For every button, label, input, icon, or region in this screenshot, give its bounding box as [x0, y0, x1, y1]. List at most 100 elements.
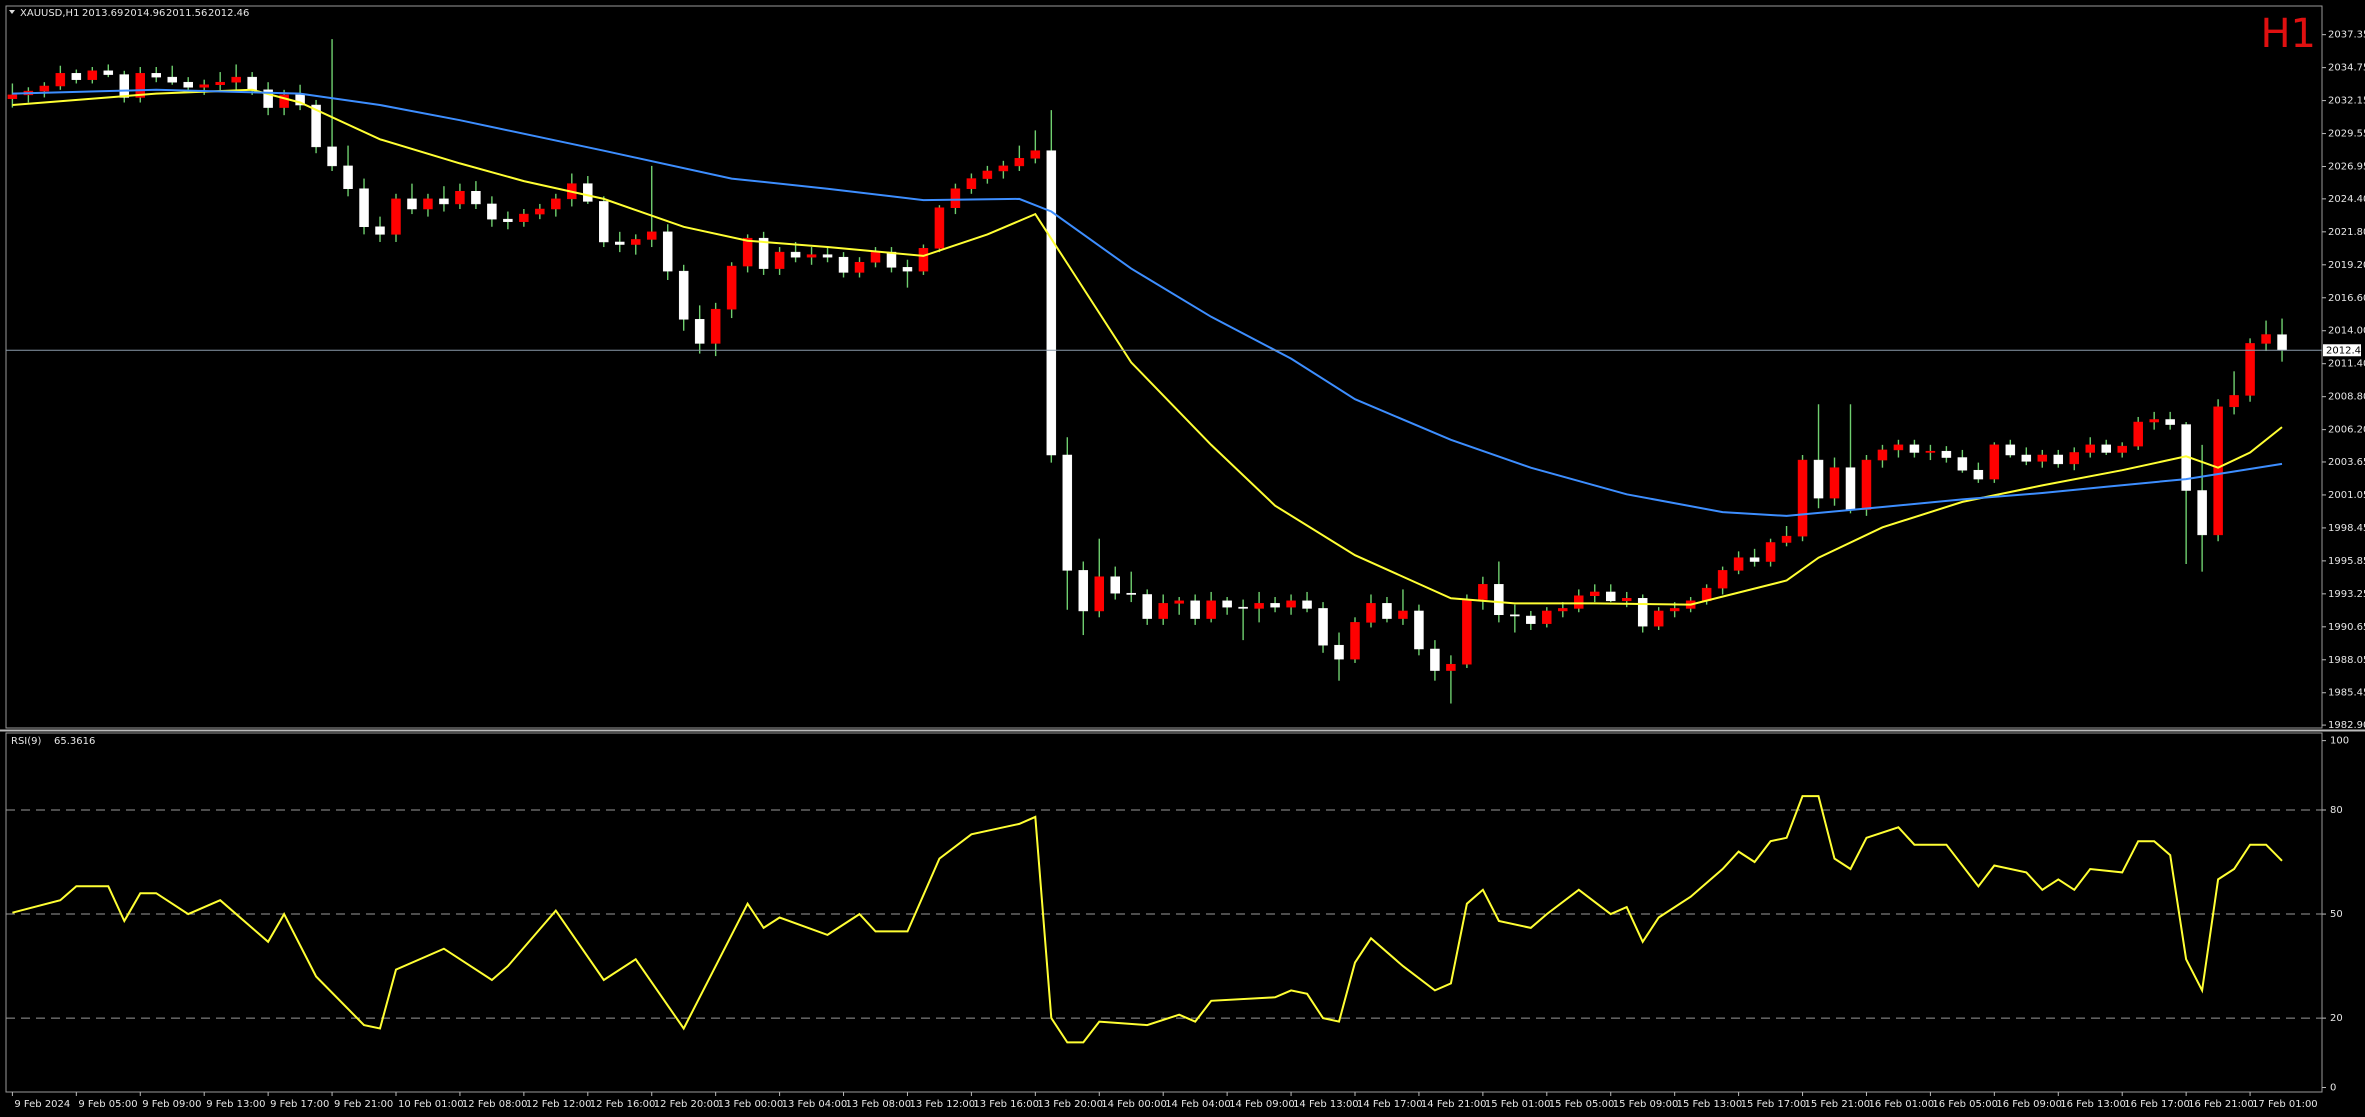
candle-body	[1126, 592, 1136, 595]
candle-body	[1158, 603, 1168, 619]
candle-body	[199, 84, 209, 88]
candle-body	[183, 81, 193, 88]
y-tick-label: 2014.00	[2328, 326, 2365, 337]
candle-body	[1877, 449, 1888, 461]
menu-arrow[interactable]	[9, 10, 15, 14]
x-tick-label: 13 Feb 20:00	[1037, 1099, 1103, 1110]
candle-body	[359, 188, 369, 228]
candle-body	[822, 254, 833, 258]
price-tag	[2323, 344, 2361, 357]
candle-body	[1014, 158, 1025, 167]
candle-body	[599, 201, 609, 243]
y-tick-label: 1985.45	[2328, 688, 2365, 699]
candle-body	[2101, 444, 2111, 453]
candle-body	[1270, 603, 1280, 608]
y-tick-label: 1993.25	[2328, 589, 2365, 600]
candle-body	[1574, 595, 1584, 609]
rsi-tick-label: 20	[2330, 1013, 2343, 1024]
candle-body	[1094, 576, 1105, 612]
x-tick-label: 15 Feb 05:00	[1549, 1099, 1615, 1110]
y-tick-label: 2034.75	[2328, 63, 2365, 74]
candle-body	[2069, 452, 2080, 465]
y-tick-label: 1982.90	[2328, 720, 2365, 731]
rsi-label: RSI(9)	[11, 736, 42, 747]
candle-body	[838, 256, 849, 273]
candle-body	[1206, 600, 1216, 619]
candle-body	[439, 198, 449, 205]
candle-body	[263, 89, 273, 108]
candle-body	[2117, 445, 2127, 453]
x-tick-label: 9 Feb 13:00	[206, 1099, 265, 1110]
candle-body	[774, 251, 785, 269]
candle-body	[790, 251, 801, 258]
candle-body	[854, 262, 865, 273]
high-value: 2014.96	[124, 8, 165, 19]
candle-body	[455, 191, 465, 205]
open-value: 2013.69	[82, 8, 123, 19]
x-tick-label: 16 Feb 01:00	[1868, 1099, 1934, 1110]
candle-body	[1669, 608, 1680, 612]
candle-body	[135, 73, 146, 98]
y-tick-label: 2003.65	[2328, 457, 2365, 468]
candle-body	[215, 81, 225, 85]
candle-body	[1590, 591, 1600, 596]
candle-body	[343, 165, 353, 189]
candle-body	[886, 251, 897, 268]
candle-body	[247, 76, 257, 91]
candle-body	[2261, 334, 2271, 344]
candle-body	[103, 70, 114, 75]
candle-body	[2213, 406, 2223, 536]
candle-body	[630, 239, 641, 245]
x-tick-label: 9 Feb 2024	[14, 1099, 70, 1110]
candle-body	[1765, 542, 1776, 562]
candle-body	[662, 231, 673, 272]
candle-body	[1542, 610, 1552, 624]
candle-body	[2229, 395, 2239, 408]
candle-body	[2037, 454, 2048, 462]
x-tick-label: 9 Feb 05:00	[78, 1099, 137, 1110]
candle-body	[1510, 614, 1520, 617]
y-tick-label: 1990.65	[2328, 622, 2365, 633]
candle-body	[646, 231, 657, 240]
x-tick-label: 14 Feb 00:00	[1101, 1099, 1167, 1110]
x-tick-label: 14 Feb 13:00	[1293, 1099, 1359, 1110]
candle-body	[2245, 343, 2255, 396]
y-tick-label: 2016.60	[2328, 293, 2365, 304]
candle-body	[423, 198, 433, 210]
y-tick-label: 2021.80	[2328, 227, 2365, 238]
candle-body	[2021, 454, 2032, 462]
candle-body	[1334, 644, 1344, 660]
x-tick-label: 14 Feb 04:00	[1165, 1099, 1231, 1110]
candle-body	[902, 267, 913, 272]
candle-body	[311, 104, 321, 148]
candle-body	[1030, 150, 1041, 159]
rsi-tick-label: 80	[2330, 805, 2343, 816]
candle-body	[2133, 421, 2143, 447]
candle-body	[2197, 490, 2207, 536]
candle-body	[1941, 450, 1952, 458]
candle-body	[1222, 600, 1232, 608]
candle-body	[1318, 608, 1328, 646]
x-tick-label: 15 Feb 17:00	[1741, 1099, 1807, 1110]
x-tick-label: 13 Feb 00:00	[718, 1099, 784, 1110]
candle-body	[279, 94, 289, 108]
y-tick-label: 2008.80	[2328, 392, 2365, 403]
y-tick-label: 1998.45	[2328, 523, 2365, 534]
candle-body	[2053, 454, 2064, 465]
candle-body	[1781, 535, 1792, 543]
candle-body	[726, 265, 737, 310]
candle-body	[1526, 615, 1536, 624]
candle-body	[998, 165, 1009, 172]
y-tick-label: 2019.20	[2328, 260, 2365, 271]
candle-body	[1174, 600, 1184, 604]
x-tick-label: 16 Feb 21:00	[2188, 1099, 2254, 1110]
x-tick-label: 14 Feb 17:00	[1357, 1099, 1423, 1110]
candle-body	[1238, 606, 1248, 609]
x-tick-label: 15 Feb 01:00	[1485, 1099, 1551, 1110]
y-tick-label: 2032.15	[2328, 96, 2365, 107]
candle-body	[1957, 457, 1968, 471]
y-tick-label: 2029.55	[2328, 129, 2365, 140]
x-tick-label: 13 Feb 04:00	[782, 1099, 848, 1110]
